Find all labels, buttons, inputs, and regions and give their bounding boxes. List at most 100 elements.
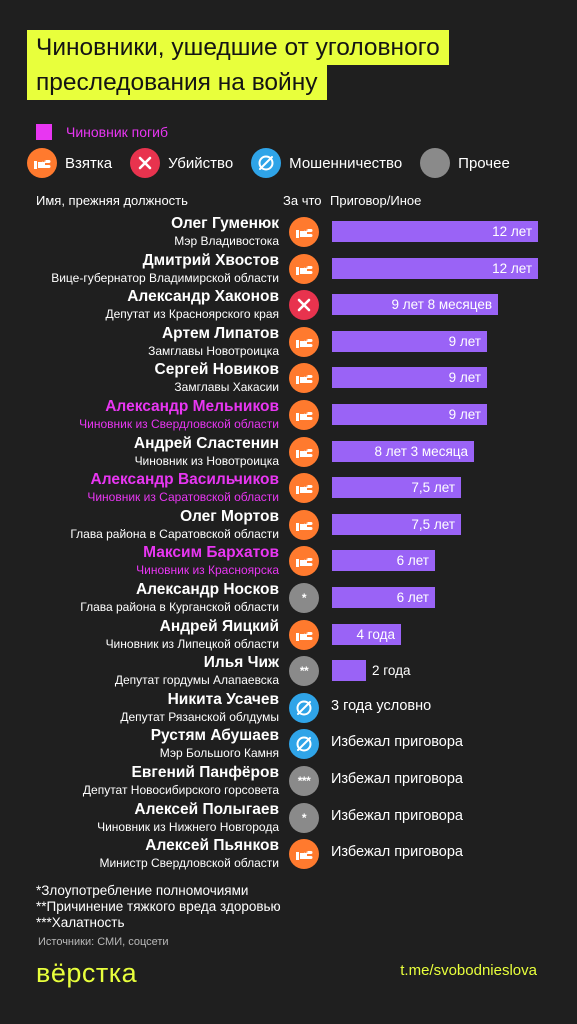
official-role: Вице-губернатор Владимирской области (51, 270, 279, 285)
sentence-bar (332, 367, 487, 389)
ruble-hand-icon: ₽ (289, 436, 319, 467)
sentence-text: Избежал приговора (331, 844, 463, 861)
svg-text:₽: ₽ (304, 518, 309, 526)
official-role: Министр Свердловской области (99, 856, 279, 871)
official-name: Сергей Новиков (154, 361, 279, 379)
official-role: Депутат гордумы Алапаевска (114, 673, 279, 688)
ruble-hand-icon: ₽ (289, 400, 319, 430)
sentence-bar (332, 330, 487, 352)
svg-text:₽: ₽ (304, 847, 309, 855)
ruble-hand-icon: ₽ (289, 619, 319, 650)
svg-text:₽: ₽ (304, 225, 309, 233)
official-name: Артем Липатов (161, 324, 279, 342)
ruble-hand-icon: ₽ (289, 217, 319, 247)
chart-title: Чиновники, ушедшие от уголовного преслед… (27, 30, 449, 100)
official-role: Чиновник из Красноярска (136, 563, 279, 578)
ruble-hand-icon: ₽ (289, 326, 319, 357)
sentence-label: 8 лет 3 месяца (374, 443, 468, 459)
legend-item-bribe: ₽ Взятка (27, 148, 112, 178)
official-role: Чиновник из Нижнего Новгорода (97, 819, 279, 834)
legend-label: Взятка (65, 154, 113, 172)
svg-text:₽: ₽ (304, 445, 309, 453)
sentence-label: 9 лет (448, 370, 481, 386)
ruble-hand-icon: ₽ (289, 363, 319, 394)
sentence-text: Избежал приговора (331, 771, 463, 787)
column-header-name: Имя, прежняя должность (36, 193, 188, 208)
table-row: Александр Носков Глава района в Курганско… (0, 580, 577, 616)
official-role: Замглавы Новотроицка (148, 343, 279, 358)
svg-text:₽: ₽ (304, 408, 309, 416)
sentence-bar (332, 660, 366, 682)
title-line-1: Чиновники, ушедшие от уголовного (27, 30, 449, 65)
sentence-label: 12 лет (492, 224, 532, 239)
sentence-bar (332, 513, 461, 535)
ruble-hand-icon: ₽ (289, 509, 319, 540)
footnote: **Причинение тяжкого вреда здоровью (36, 899, 281, 914)
sentence-bar (332, 221, 538, 242)
sentence-text: Избежал приговора (331, 734, 463, 751)
sources: Источники: СМИ, соцсети (38, 936, 169, 948)
plain-circle-icon: *** (289, 766, 319, 796)
sentence-bar (332, 550, 435, 572)
slashed-circle-icon (289, 692, 319, 723)
official-role: Чиновник из Свердловской области (79, 417, 279, 431)
official-name: Олег Гуменюк (171, 215, 279, 232)
official-name: Никита Усачев (167, 690, 279, 708)
table-row: Евгений Панфёров Депутат Новосибирского г… (0, 763, 577, 799)
plain-circle-icon (420, 148, 451, 178)
ruble-hand-icon: ₽ (289, 839, 319, 870)
plain-circle-icon: ** (289, 656, 319, 687)
svg-text:₽: ₽ (304, 335, 309, 343)
official-name: Александр Васильчиков (90, 471, 279, 489)
legend-dead: Чиновник погиб (36, 124, 168, 140)
official-role: Чиновник из Саратовской области (87, 490, 279, 505)
x-icon (130, 148, 161, 178)
sentence-label: 6 лет (396, 590, 429, 605)
ruble-hand-icon: ₽ (27, 148, 57, 178)
legend-dead-label: Чиновник погиб (66, 124, 168, 140)
official-role: Замглавы Хакасии (174, 380, 279, 395)
plain-circle-icon: * (289, 583, 319, 613)
sentence-label: 6 лет (396, 553, 429, 569)
table-row: Александр Мельников Чиновник из Свердловс… (0, 397, 577, 433)
legend-types: ₽ Взятка Убийство Мошенничество Прочее (27, 148, 528, 178)
svg-text:₽: ₽ (304, 371, 309, 379)
telegram-link[interactable]: t.me/svobodnieslova (400, 962, 537, 979)
sentence-label: 9 лет 8 месяцев (391, 297, 493, 313)
svg-text:₽: ₽ (304, 481, 309, 489)
table-row: Олег Мортов Глава района в Саратовской об… (0, 507, 577, 543)
table-row: Дмитрий Хвостов Вице-губернатор Владимирс… (0, 251, 577, 287)
official-role: Мэр Большого Камня (159, 746, 279, 761)
sentence-label: 7,5 лет (411, 516, 455, 532)
official-name: Александр Хаконов (127, 288, 279, 306)
sentence-bar (332, 294, 498, 316)
official-role: Чиновник из Липецкой области (105, 636, 279, 651)
sentence-label: 9 лет (448, 407, 481, 422)
sentence-bar (332, 404, 487, 425)
sentence-bar (332, 257, 538, 279)
ruble-hand-icon: ₽ (289, 473, 319, 504)
official-name: Андрей Сластенин (133, 434, 279, 452)
sentence-label: 9 лет (448, 333, 481, 349)
official-name: Андрей Яицкий (159, 617, 279, 635)
legend-label: Прочее (458, 154, 510, 172)
sentence-bar (332, 623, 401, 645)
table-row: Максим Бархатов Чиновник из Красноярска ₽6… (0, 543, 577, 579)
ruble-hand-icon: ₽ (289, 253, 319, 284)
official-name: Александр Мельников (105, 398, 279, 415)
official-name: Алексей Пьянков (145, 837, 279, 855)
legend-item-fraud: Мошенничество (251, 148, 402, 178)
sentence-bar (332, 587, 435, 608)
official-role: Глава района в Саратовской области (70, 526, 279, 541)
sentence-label: 12 лет (492, 260, 532, 276)
sentence-label: 7,5 лет (411, 480, 455, 496)
official-role: Депутат из Красноярского края (105, 307, 279, 322)
official-role: Депутат Рязанской облдумы (120, 709, 279, 724)
dead-swatch (36, 124, 52, 140)
official-name: Алексей Полыгаев (134, 800, 279, 818)
sentence-bar (332, 440, 474, 462)
table-row: Андрей Яицкий Чиновник из Липецкой област… (0, 617, 577, 653)
legend-label: Мошенничество (289, 154, 403, 172)
official-role: Депутат Новосибирского горсовета (82, 783, 279, 797)
table-row: Артем Липатов Замглавы Новотроицка ₽9 лет (0, 324, 577, 360)
